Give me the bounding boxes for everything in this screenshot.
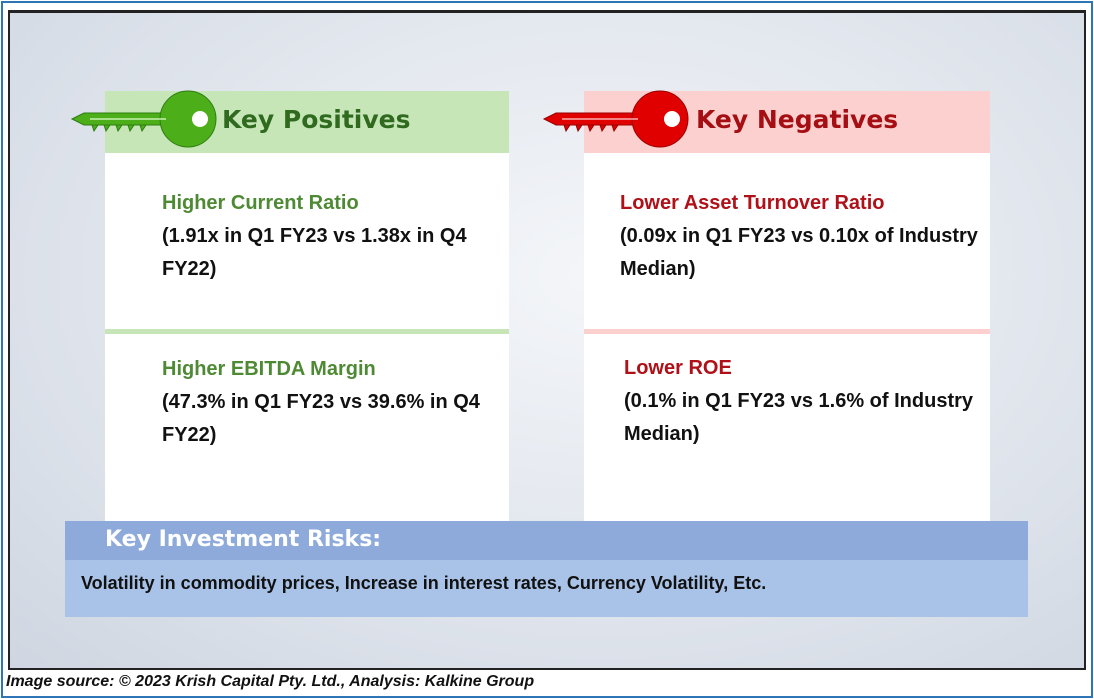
risks-body: Volatility in commodity prices, Increase… [65,560,1028,617]
negatives-column: Key Negatives Lower Asset Turnover Ratio… [584,91,990,521]
key-icon [70,90,217,148]
negative-item-title: Lower Asset Turnover Ratio [620,192,885,214]
negatives-heading: Key Negatives [696,105,899,134]
risks-header: Key Investment Risks: [65,521,1028,560]
positive-item-detail: (1.91x in Q1 FY23 vs 1.38x in Q4 FY22) [162,225,467,280]
negative-item-detail: (0.1% in Q1 FY23 vs 1.6% of Industry Med… [624,390,974,445]
negative-item-detail: (0.09x in Q1 FY23 vs 0.10x of Industry M… [620,225,978,280]
positive-item-title: Higher EBITDA Margin [162,358,376,380]
negatives-divider [584,329,990,334]
positive-item-title: Higher Current Ratio [162,192,359,214]
negative-item: Lower Asset Turnover Ratio (0.09x in Q1 … [620,187,980,286]
risks-text: Volatility in commodity prices, Increase… [81,573,767,593]
positive-item: Higher Current Ratio (1.91x in Q1 FY23 v… [162,187,502,286]
positives-divider [105,329,509,334]
summary-panel: Key Positives Higher Current Ratio (1.91… [8,10,1086,670]
positives-column: Key Positives Higher Current Ratio (1.91… [105,91,509,521]
negative-item: Lower ROE (0.1% in Q1 FY23 vs 1.6% of In… [624,352,984,451]
positive-item-detail: (47.3% in Q1 FY23 vs 39.6% in Q4 FY22) [162,391,480,446]
positive-item: Higher EBITDA Margin (47.3% in Q1 FY23 v… [162,353,502,452]
source-note: Image source: © 2023 Krish Capital Pty. … [6,673,535,690]
key-icon [542,90,689,148]
positives-heading: Key Positives [222,105,411,134]
risks-heading: Key Investment Risks: [105,527,382,552]
negative-item-title: Lower ROE [624,357,732,379]
